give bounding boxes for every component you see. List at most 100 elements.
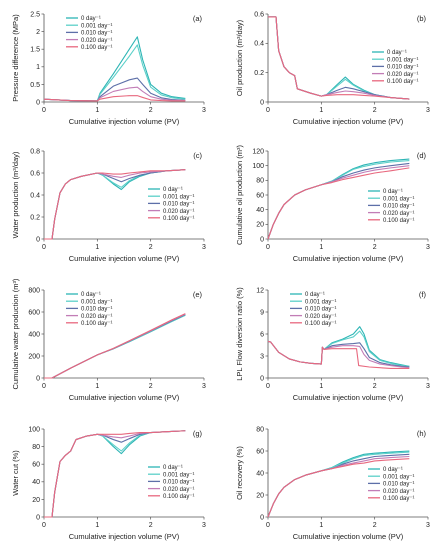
y-tick-label: 400 <box>28 331 40 338</box>
x-tick-label: 1 <box>319 383 323 390</box>
legend-label: 0.001 day⁻¹ <box>81 23 113 29</box>
y-tick-label: 80 <box>32 444 40 451</box>
panel-e: 0 200 400 600 800 0 1 2 3 Cumulative injection vo… <box>11 278 206 402</box>
x-tick-label: 3 <box>426 383 430 390</box>
y-tick-label: 12 <box>256 287 264 294</box>
y-tick-label: 80 <box>256 426 264 433</box>
legend-label: 0.001 day⁻¹ <box>163 472 195 478</box>
legend-label: 0.100 day⁻¹ <box>81 45 113 51</box>
y-tick-label: 0 <box>260 236 264 243</box>
y-tick-label: 20 <box>32 497 40 504</box>
y-tick-label: 0 <box>260 514 264 521</box>
y-tick-label: 0 <box>36 99 40 106</box>
legend: 0 day⁻¹0.001 day⁻¹ 0.010 day⁻¹0.020 day⁻¹… <box>368 467 415 502</box>
legend: 0 day⁻¹0.001 day⁻¹ 0.010 day⁻¹0.020 day⁻¹… <box>66 292 113 327</box>
legend-label: 0 day⁻¹ <box>81 292 101 298</box>
legend-label: 0 day⁻¹ <box>81 16 101 22</box>
legend-label: 0.010 day⁻¹ <box>387 65 419 71</box>
x-tick-label: 2 <box>149 107 153 114</box>
x-tick-label: 3 <box>426 522 430 529</box>
legend-label: 0.100 day⁻¹ <box>163 494 195 500</box>
legend-label: 0.001 day⁻¹ <box>81 299 113 305</box>
y-tick-label: 20 <box>256 222 264 229</box>
x-tick-label: 1 <box>95 383 99 390</box>
y-tick-label: 40 <box>256 470 264 477</box>
series-line <box>267 167 410 240</box>
series-line <box>44 430 186 518</box>
panel-label: (f) <box>419 290 427 299</box>
y-axis-label: Cumulative water production (m³) <box>11 278 20 389</box>
x-axis-label: Cumulative injection volume (PV) <box>69 117 180 126</box>
panel-b: 0 0.2 0.4 0.6 0 1 2 3 Cumulative injection volum… <box>235 11 430 126</box>
x-tick-label: 1 <box>319 244 323 251</box>
x-tick-label: 3 <box>202 383 206 390</box>
legend: 0 day⁻¹0.001 day⁻¹ 0.010 day⁻¹0.020 day⁻¹… <box>66 16 113 51</box>
series-line <box>43 95 186 102</box>
y-axis-label: Oil recovery (%) <box>235 446 244 500</box>
x-tick-label: 0 <box>266 522 270 529</box>
x-axis-label: Cumulative injection volume (PV) <box>293 117 404 126</box>
legend-label: 0 day⁻¹ <box>383 189 403 195</box>
x-tick-label: 3 <box>202 522 206 529</box>
x-tick-label: 1 <box>95 107 99 114</box>
y-tick-label: 3 <box>260 353 264 360</box>
x-tick-label: 2 <box>149 522 153 529</box>
y-tick-label: 800 <box>28 287 40 294</box>
legend: 0 day⁻¹0.001 day⁻¹ 0.010 day⁻¹0.020 day⁻¹… <box>148 465 195 500</box>
legend-label: 0.100 day⁻¹ <box>81 321 113 327</box>
series-line <box>267 458 410 518</box>
x-tick-label: 0 <box>42 383 46 390</box>
panel-a: 0 0.5 1 1.5 2 2.5 0 1 2 3 Cumulative injection vol… <box>11 11 206 126</box>
x-tick-label: 3 <box>202 244 206 251</box>
y-tick-label: 100 <box>28 426 40 433</box>
y-tick-label: 40 <box>256 207 264 214</box>
series-line <box>268 16 410 100</box>
legend-label: 0.001 day⁻¹ <box>383 474 415 480</box>
x-tick-label: 2 <box>373 107 377 114</box>
y-axis-label: Water production (m³/day) <box>11 151 20 238</box>
panel-label: (c) <box>193 151 202 160</box>
legend-label: 0.020 day⁻¹ <box>383 489 415 495</box>
legend-label: 0.100 day⁻¹ <box>305 321 337 327</box>
y-tick-label: 9 <box>260 309 264 316</box>
legend: 0 day⁻¹0.001 day⁻¹ 0.010 day⁻¹0.020 day⁻¹… <box>290 292 337 327</box>
y-tick-label: 600 <box>28 309 40 316</box>
panel-c: 0 0.2 0.4 0.6 0.8 0 1 2 3 Cumulative injection vo… <box>11 148 206 263</box>
legend-label: 0.020 day⁻¹ <box>81 38 113 44</box>
x-tick-label: 1 <box>95 522 99 529</box>
x-tick-label: 3 <box>426 244 430 251</box>
y-tick-label: 0.6 <box>254 11 264 18</box>
y-axis-label: Oil production (m³/day) <box>235 19 244 96</box>
panel-label: (g) <box>193 429 203 438</box>
y-tick-label: 6 <box>260 331 264 338</box>
y-tick-label: 1.5 <box>30 47 40 54</box>
legend-label: 0.020 day⁻¹ <box>81 314 113 320</box>
x-tick-label: 2 <box>149 244 153 251</box>
x-tick-label: 2 <box>149 383 153 390</box>
y-tick-label: 0.8 <box>30 148 40 155</box>
y-tick-label: 120 <box>252 148 264 155</box>
y-tick-label: 0.5 <box>30 82 40 89</box>
x-tick-label: 0 <box>42 522 46 529</box>
y-tick-label: 200 <box>28 353 40 360</box>
y-tick-label: 0.2 <box>254 70 264 77</box>
x-axis-label: Cumulative injection volume (PV) <box>69 532 180 541</box>
y-tick-label: 1 <box>36 64 40 71</box>
series-line <box>44 169 186 240</box>
legend-label: 0.020 day⁻¹ <box>163 209 195 215</box>
legend-label: 0 day⁻¹ <box>163 465 183 471</box>
x-tick-label: 1 <box>95 244 99 251</box>
legend: 0 day⁻¹0.001 day⁻¹ 0.010 day⁻¹0.020 day⁻¹… <box>148 187 195 222</box>
legend-label: 0.010 day⁻¹ <box>81 307 113 313</box>
x-tick-label: 0 <box>266 107 270 114</box>
legend-label: 0.001 day⁻¹ <box>383 196 415 202</box>
legend-label: 0.020 day⁻¹ <box>383 211 415 217</box>
x-tick-label: 0 <box>266 244 270 251</box>
y-tick-label: 0 <box>260 375 264 382</box>
panel-label: (d) <box>417 151 427 160</box>
x-tick-label: 3 <box>426 107 430 114</box>
y-tick-label: 0.4 <box>30 192 40 199</box>
legend-label: 0.100 day⁻¹ <box>387 79 419 85</box>
legend-label: 0.020 day⁻¹ <box>387 72 419 78</box>
